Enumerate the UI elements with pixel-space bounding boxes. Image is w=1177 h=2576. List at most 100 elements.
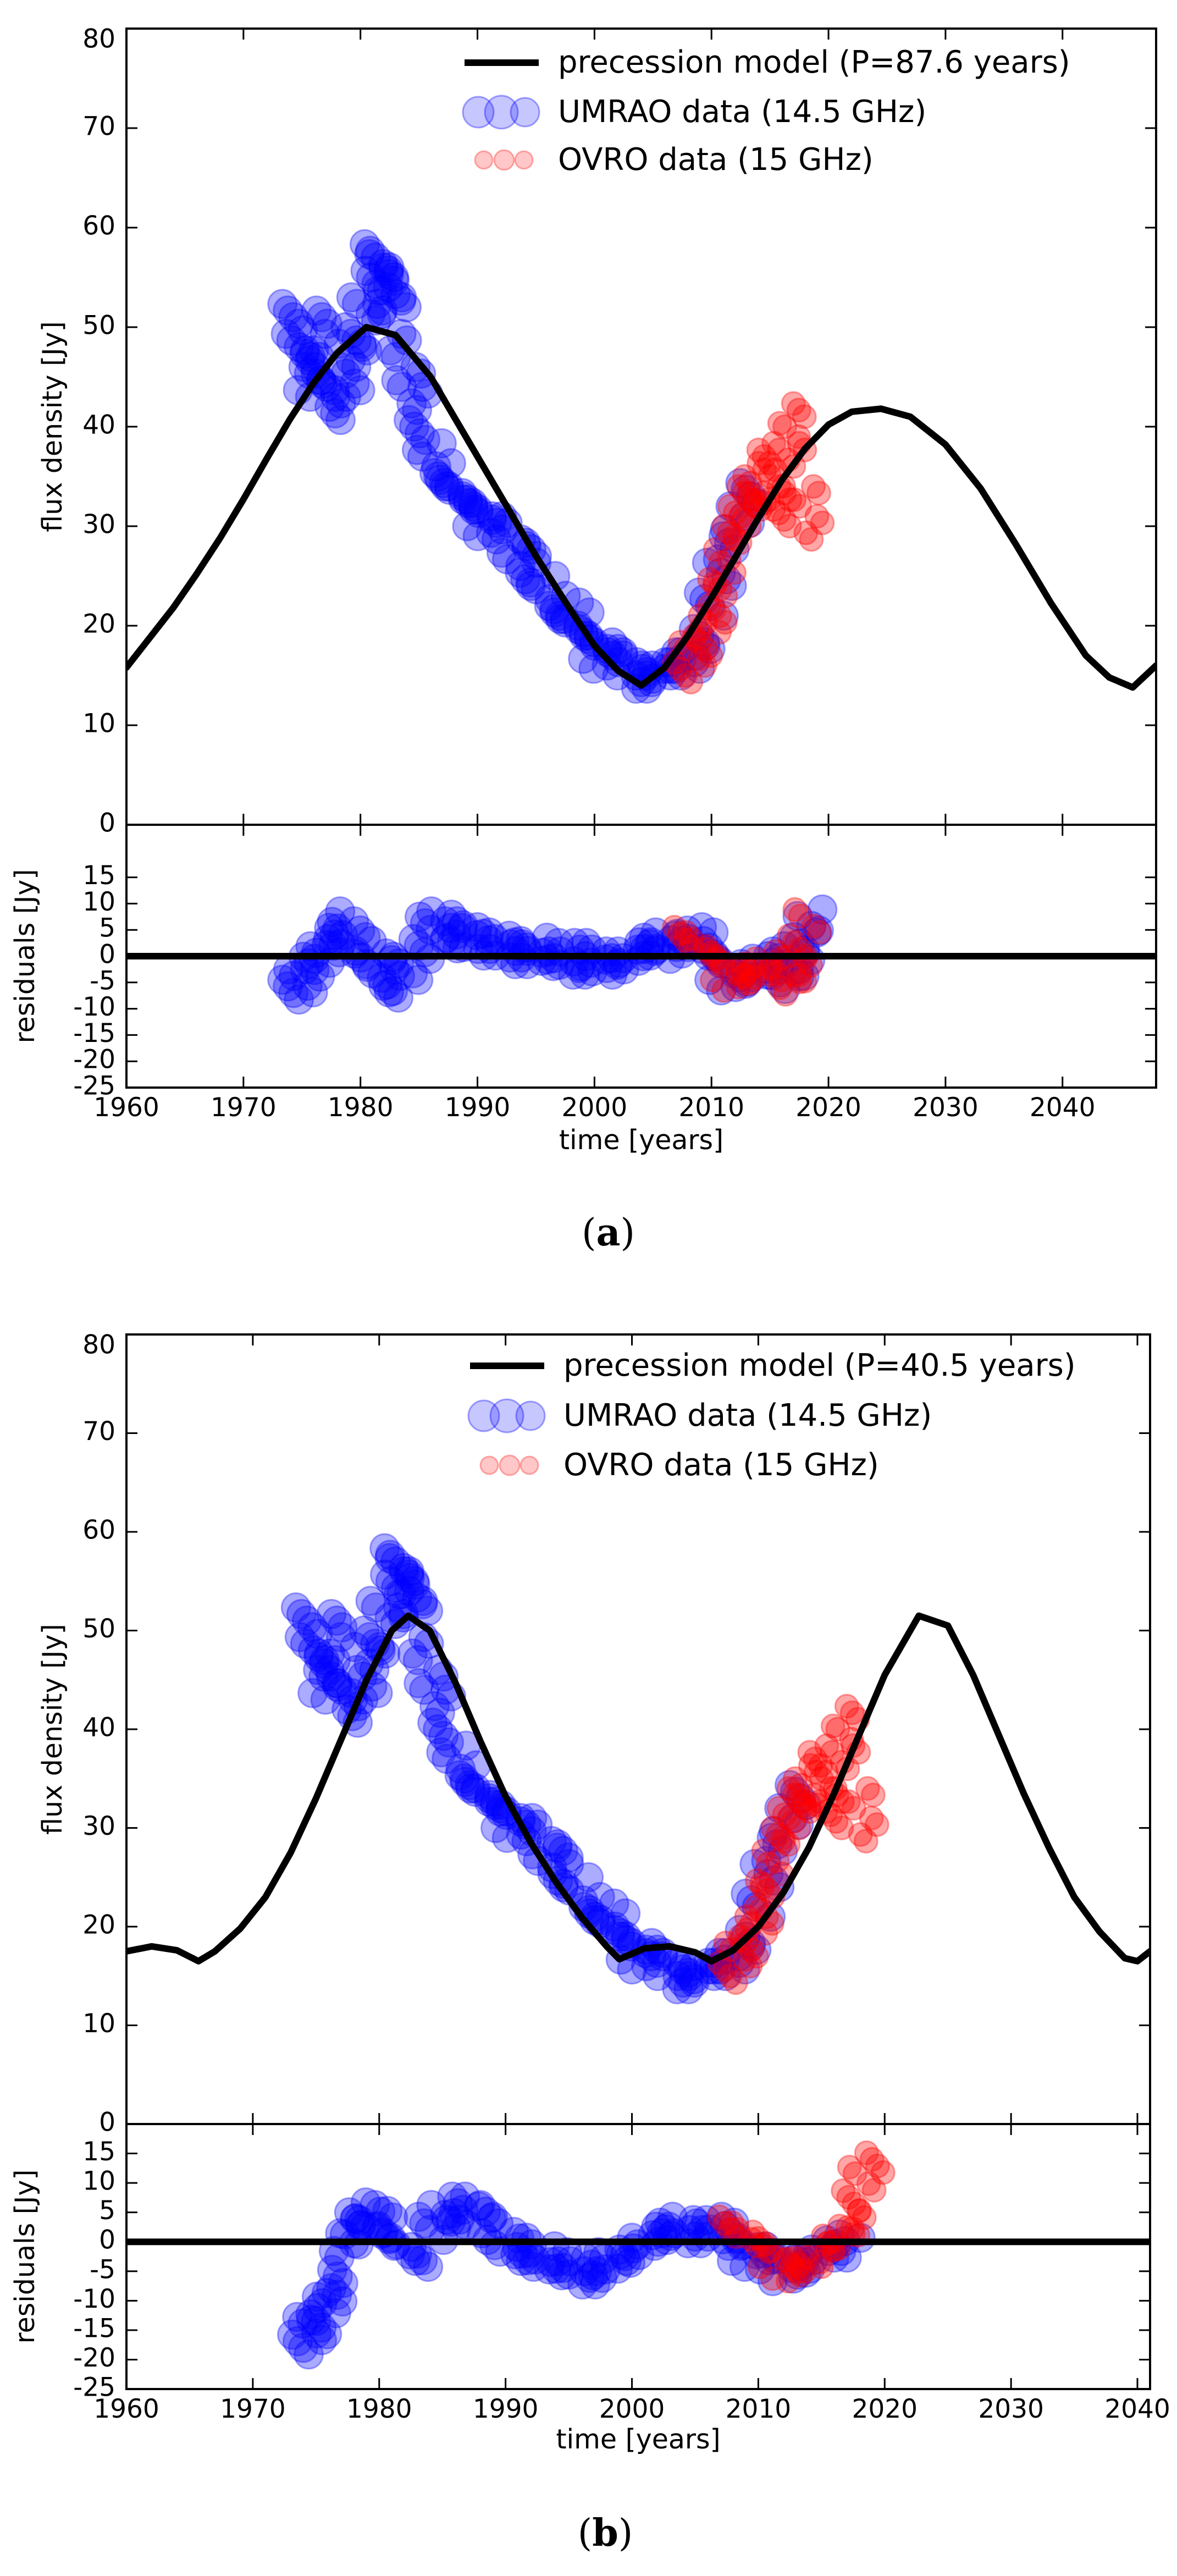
ovro-point [786, 1783, 811, 1808]
ovro-point [808, 1753, 833, 1778]
panel-letter: b [592, 2511, 618, 2555]
ovro-residual-point [772, 2248, 797, 2273]
ovro-residual-point [809, 2254, 834, 2280]
umrao-point [678, 1964, 709, 1995]
umrao-point [568, 643, 599, 674]
umrao-residual-point [297, 977, 328, 1008]
umrao-residual-point [611, 2246, 642, 2276]
umrao-point [679, 1967, 710, 1998]
x-tick-label: 1970 [211, 1093, 277, 1123]
umrao-point [774, 1770, 805, 1801]
y-tick-label: 40 [82, 1713, 115, 1743]
umrao-point [335, 345, 366, 376]
umrao-residual-point [403, 964, 434, 995]
umrao-point [325, 388, 356, 419]
x-axis-label: time [years] [559, 1124, 723, 1156]
umrao-residual-point [789, 2247, 820, 2277]
umrao-residual-point [756, 960, 787, 991]
ovro-residual-point [807, 920, 832, 945]
ovro-residual-point [784, 2259, 810, 2285]
umrao-residual-point [506, 2246, 537, 2276]
ovro-residual-point [732, 963, 757, 988]
umrao-residual-point [471, 2196, 501, 2227]
umrao-point [284, 308, 314, 339]
umrao-residual-point [770, 974, 800, 1005]
panel-a: 01020304050607080-25-20-15-10-5051015196… [9, 24, 1157, 1255]
umrao-residual-point [367, 962, 397, 993]
umrao-point [679, 647, 710, 677]
umrao-point [548, 1835, 578, 1866]
umrao-point [607, 637, 638, 668]
umrao-residual-point [731, 968, 761, 999]
ovro-point [860, 1783, 886, 1808]
ovro-point [781, 391, 806, 416]
residual-tick-label: 5 [99, 2196, 115, 2226]
umrao-point [605, 1921, 636, 1952]
umrao-residual-point [725, 962, 756, 992]
umrao-point [355, 1586, 386, 1617]
umrao-point [394, 1559, 424, 1590]
ovro-point [803, 1759, 828, 1785]
umrao-point [736, 1885, 767, 1916]
umrao-point [477, 504, 507, 535]
umrao-point [423, 1714, 454, 1745]
umrao-point [295, 345, 325, 376]
umrao-point [409, 1674, 440, 1705]
ovro-residual-point [711, 978, 737, 1003]
ovro-point [766, 500, 791, 526]
ovro-point [732, 464, 757, 489]
umrao-point [599, 1888, 629, 1919]
umrao-residual-point [306, 2312, 337, 2343]
umrao-point [336, 318, 367, 349]
ovro-point [859, 1806, 884, 1830]
ovro-point [786, 1816, 811, 1841]
umrao-point [314, 1654, 345, 1685]
umrao-residual-point [350, 2187, 381, 2218]
umrao-residual-point [282, 2326, 313, 2357]
umrao-point [303, 1638, 334, 1669]
umrao-point [379, 262, 410, 293]
umrao-residual-point [737, 962, 767, 992]
umrao-residual-point [430, 2199, 461, 2230]
ovro-residual-point [667, 921, 693, 946]
umrao-residual-point [615, 2247, 646, 2278]
ovro-point [836, 1789, 861, 1814]
umrao-residual-point [576, 2249, 607, 2280]
umrao-point [339, 368, 370, 399]
legend: precession model (P=40.5 years) UMRAO dat… [467, 1348, 1076, 1483]
umrao-point [401, 434, 432, 465]
umrao-point [419, 1691, 450, 1722]
umrao-point [341, 289, 372, 319]
ovro-residual-point [736, 971, 761, 996]
legend-ovro-swatch [520, 1455, 539, 1475]
ovro-point [732, 481, 757, 506]
umrao-residual-point [569, 2256, 600, 2287]
umrao-point [736, 481, 767, 512]
umrao-residual-point [778, 2263, 809, 2294]
umrao-point [356, 262, 386, 293]
umrao-residual-point [541, 2253, 572, 2284]
ovro-residual-point [781, 2246, 806, 2271]
residual-axis-label: residuals [Jy] [9, 2170, 41, 2344]
umrao-point [690, 630, 721, 661]
umrao-point [780, 1777, 810, 1807]
umrao-point [473, 1786, 504, 1817]
ovro-point [734, 1904, 759, 1929]
x-tick-label: 1970 [220, 2394, 286, 2424]
residual-tick-label: -25 [73, 1071, 115, 1101]
umrao-residual-point [437, 2181, 468, 2212]
umrao-point [319, 398, 350, 429]
ovro-residual-point [719, 2210, 744, 2236]
umrao-residual-point [798, 2245, 828, 2276]
ovro-point [782, 1766, 808, 1791]
umrao-point [764, 1793, 795, 1824]
residual-axis-label: residuals [Jy] [9, 869, 41, 1044]
umrao-residual-point [340, 2203, 371, 2233]
ovro-point [799, 527, 824, 552]
legend-umrao-swatch [462, 96, 495, 129]
umrao-residual-point [435, 2206, 466, 2237]
umrao-point [486, 537, 517, 568]
x-tick-label: 2000 [599, 2394, 665, 2424]
ovro-residual-point [837, 2154, 862, 2180]
umrao-point [380, 1573, 411, 1603]
